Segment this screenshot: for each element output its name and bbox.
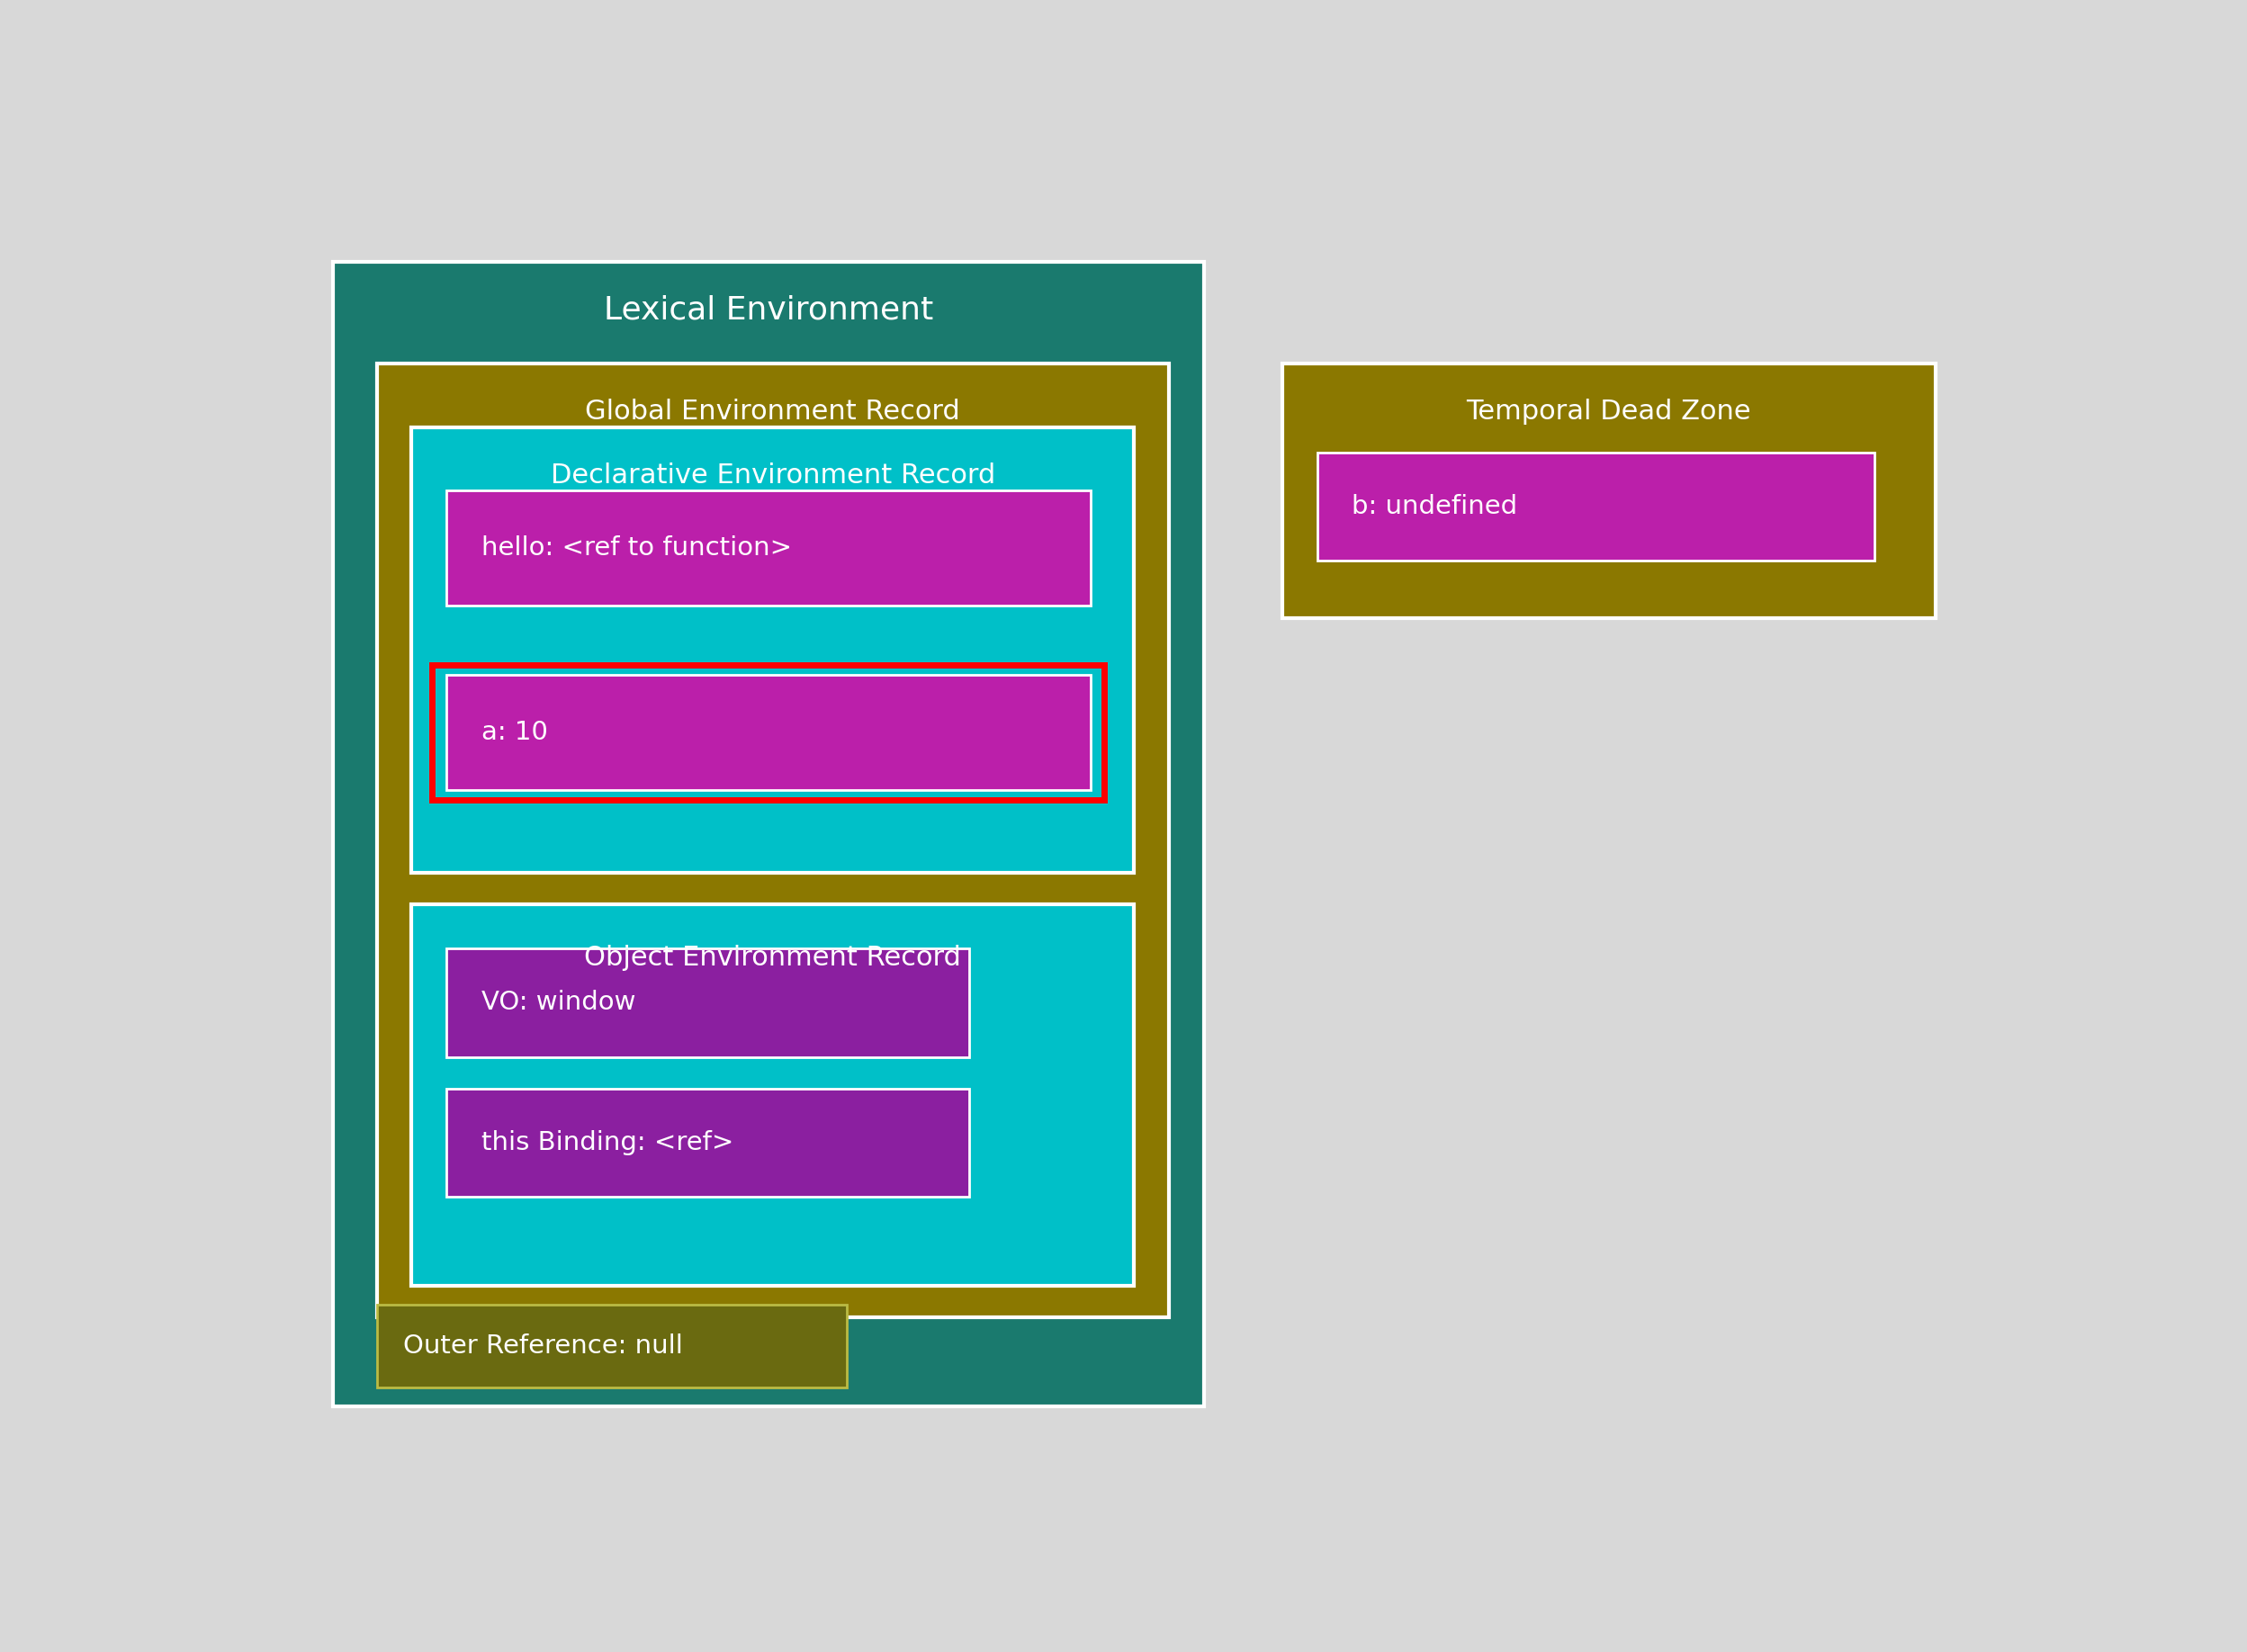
FancyBboxPatch shape: [1317, 453, 1874, 560]
Text: Outer Reference: null: Outer Reference: null: [402, 1333, 683, 1360]
FancyBboxPatch shape: [377, 363, 1168, 1318]
Text: this Binding: <ref>: this Binding: <ref>: [481, 1130, 733, 1155]
Text: VO: window: VO: window: [481, 990, 636, 1016]
Text: Object Environment Record: Object Environment Record: [584, 945, 962, 971]
FancyBboxPatch shape: [333, 261, 1204, 1408]
FancyBboxPatch shape: [447, 948, 968, 1057]
Text: Temporal Dead Zone: Temporal Dead Zone: [1467, 398, 1750, 425]
Text: Declarative Environment Record: Declarative Environment Record: [551, 463, 995, 489]
FancyBboxPatch shape: [447, 676, 1090, 790]
Text: Global Environment Record: Global Environment Record: [584, 398, 959, 425]
FancyBboxPatch shape: [1283, 363, 1935, 618]
FancyBboxPatch shape: [447, 1089, 968, 1196]
Text: b: undefined: b: undefined: [1353, 494, 1517, 519]
Text: Lexical Environment: Lexical Environment: [604, 296, 933, 325]
FancyBboxPatch shape: [411, 904, 1135, 1285]
Text: a: 10: a: 10: [481, 720, 548, 745]
FancyBboxPatch shape: [447, 491, 1090, 605]
Text: hello: <ref to function>: hello: <ref to function>: [481, 535, 791, 560]
FancyBboxPatch shape: [411, 428, 1135, 872]
FancyBboxPatch shape: [377, 1305, 847, 1388]
